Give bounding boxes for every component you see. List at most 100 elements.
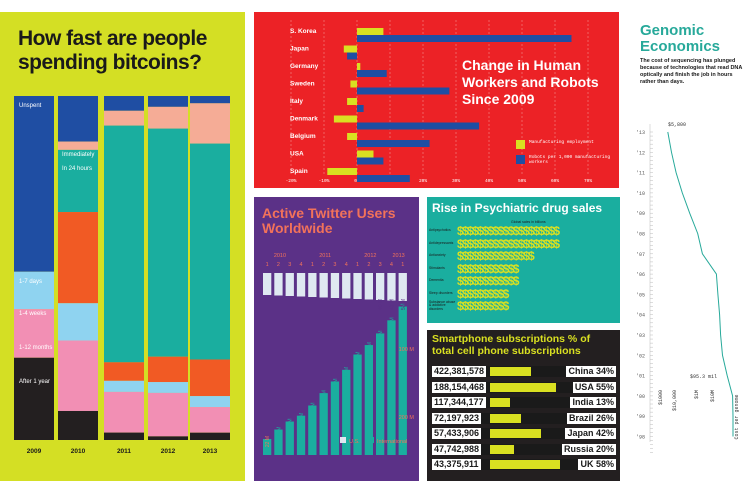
bitcoin-bar-segment xyxy=(148,96,188,107)
smartphone-bar xyxy=(490,382,557,392)
robots-chart: -20%-10%0%10%20%30%40%50%60%70%S. KoreaJ… xyxy=(286,20,592,184)
twitter-bar-label: 35 M xyxy=(276,427,282,438)
twitter-year-label: 2010 xyxy=(274,253,286,259)
robots-country-label: Germany xyxy=(290,63,319,70)
psych-row-label: Substance abuse & addictive disorders xyxy=(429,299,456,312)
twitter-legend-swatch-intl xyxy=(368,437,374,443)
bitcoin-year-label: 2010 xyxy=(71,448,86,455)
smartphone-value: 422,381,578 xyxy=(432,366,487,377)
twitter-top-label: 43 M xyxy=(389,299,395,310)
genomic-year-label: '08 xyxy=(636,232,645,238)
robots-country-label: Denmark xyxy=(290,116,318,123)
twitter-bar-label: 167 M xyxy=(378,330,384,344)
bitcoin-bar-segment xyxy=(58,303,98,341)
robots-employment-bar xyxy=(347,98,357,105)
twitter-title: Active Twitter Users Worldwide xyxy=(262,205,396,236)
genomic-year-label: '12 xyxy=(636,150,645,156)
genomic-year-label: '07 xyxy=(636,252,645,258)
twitter-us-bar xyxy=(387,273,396,301)
robots-robot-bar xyxy=(357,140,430,147)
smartphone-label: India 13% xyxy=(570,397,616,408)
twitter-quarter-label: 2 xyxy=(367,262,370,268)
bitcoin-bar-segment xyxy=(104,362,144,381)
psych-panel: Rise in Psychiatric drug sales Global sa… xyxy=(427,197,620,323)
twitter-us-bar xyxy=(263,273,272,295)
genomic-year-label: '09 xyxy=(636,211,645,217)
twitter-intl-bar xyxy=(330,381,340,455)
twitter-intl-bar xyxy=(308,405,317,455)
robots-employment-bar xyxy=(333,115,357,123)
bitcoin-bar-segment xyxy=(190,96,230,104)
twitter-us-bar xyxy=(353,273,362,299)
genomic-year-label: '99 xyxy=(636,414,645,420)
smartphone-value: 43,375,911 xyxy=(432,459,481,470)
twitter-quarter-label: 3 xyxy=(379,262,382,268)
bitcoin-bar-segment xyxy=(190,407,230,433)
robots-employment-bar xyxy=(357,28,384,35)
twitter-bar-label: 22 M xyxy=(265,436,271,447)
genomic-bottom-label: $95.3 mil xyxy=(690,374,717,380)
genomic-x-label: Cost per genome xyxy=(734,394,740,439)
robots-legend-item: Robots per 1,000 manufacturing workers xyxy=(516,155,616,165)
bitcoin-bar-segment xyxy=(148,356,188,383)
bitcoin-year-label: 2012 xyxy=(161,448,176,455)
bitcoin-bar-segment xyxy=(148,392,188,437)
twitter-us-bar xyxy=(330,273,340,298)
robots-robot-bar xyxy=(357,35,572,42)
twitter-quarter-label: 4 xyxy=(345,262,348,268)
bitcoin-bar-segment xyxy=(14,357,54,440)
genomic-year-label: '05 xyxy=(636,292,645,298)
robots-country-label: Japan xyxy=(290,46,309,53)
bitcoin-bar-segment xyxy=(104,110,144,126)
bitcoin-bar-segment xyxy=(58,340,98,411)
smartphone-row: 422,381,578 China 34% xyxy=(432,366,616,377)
twitter-us-bar xyxy=(285,273,294,296)
bitcoin-panel: How fast are people spending bitcoins? 2… xyxy=(0,12,245,481)
robots-employment-bar xyxy=(350,80,357,88)
smartphone-label: Russia 20% xyxy=(561,443,616,455)
bitcoin-bar-segment xyxy=(104,391,144,433)
twitter-quarter-label: 1 xyxy=(401,262,404,268)
psych-row: Antianxiety $$$$$$$$$$$$$$$ xyxy=(429,250,617,263)
twitter-top-label: 50 M xyxy=(401,299,407,310)
twitter-intl-bar xyxy=(296,415,306,455)
twitter-us-bar xyxy=(364,273,373,300)
bitcoin-segment-label: In 24 hours xyxy=(62,166,92,172)
bitcoin-bar-segment xyxy=(148,382,188,393)
twitter-quarter-label: 1 xyxy=(356,262,359,268)
psych-row: Sleep disorders $$$$$$$$$$ xyxy=(429,288,617,301)
bitcoin-bar-segment xyxy=(14,271,54,310)
smartphone-row: 57,433,906 Japan 42% xyxy=(432,428,616,439)
psych-row-label: Dementia xyxy=(429,278,444,283)
twitter-intl-bar xyxy=(353,354,362,455)
bitcoin-bar-segment xyxy=(58,141,98,150)
smartphone-row: 188,154,468 USA 55% xyxy=(432,381,616,393)
twitter-intl-bar xyxy=(285,421,294,455)
twitter-us-bar xyxy=(296,273,306,297)
twitter-bar-label: 85 M xyxy=(322,390,328,401)
bitcoin-bar-segment xyxy=(14,96,54,272)
twitter-us-bar xyxy=(398,273,407,301)
bitcoin-bar-segment xyxy=(58,410,98,440)
smartphone-panel: Smartphone subscriptions % of total cell… xyxy=(427,330,620,481)
bitcoin-segment-label: After 1 year xyxy=(19,379,50,385)
twitter-quarter-label: 2 xyxy=(277,262,280,268)
robots-robot-bar xyxy=(357,105,364,112)
psych-row: Dementia $$$$$$$$$$$$ xyxy=(429,275,617,288)
genomic-year-label: '98 xyxy=(636,435,645,441)
psych-row-label: Stimulants xyxy=(429,265,445,270)
genomic-desc: The cost of sequencing has plunged becau… xyxy=(640,58,743,85)
psych-row-label: Antianxiety xyxy=(429,253,446,258)
genomic-year-label: '11 xyxy=(636,171,645,177)
twitter-us-bar xyxy=(376,273,385,300)
psych-row-dollars: $$$$$$$$$$ xyxy=(457,299,509,314)
robots-country-label: Spain xyxy=(290,168,308,175)
bitcoin-segment-label: 1-4 weeks xyxy=(19,311,46,317)
smartphone-row: 72,197,923 Brazil 26% xyxy=(432,412,616,424)
bitcoin-bar-segment xyxy=(58,212,98,304)
genomic-title: Genomic Economics xyxy=(640,22,721,55)
robots-country-label: S. Korea xyxy=(290,28,317,35)
psych-row-dollars: $$$$$$$$$$$$ xyxy=(457,274,519,289)
smartphone-label: China 34% xyxy=(566,366,616,377)
genomic-line xyxy=(667,131,734,437)
